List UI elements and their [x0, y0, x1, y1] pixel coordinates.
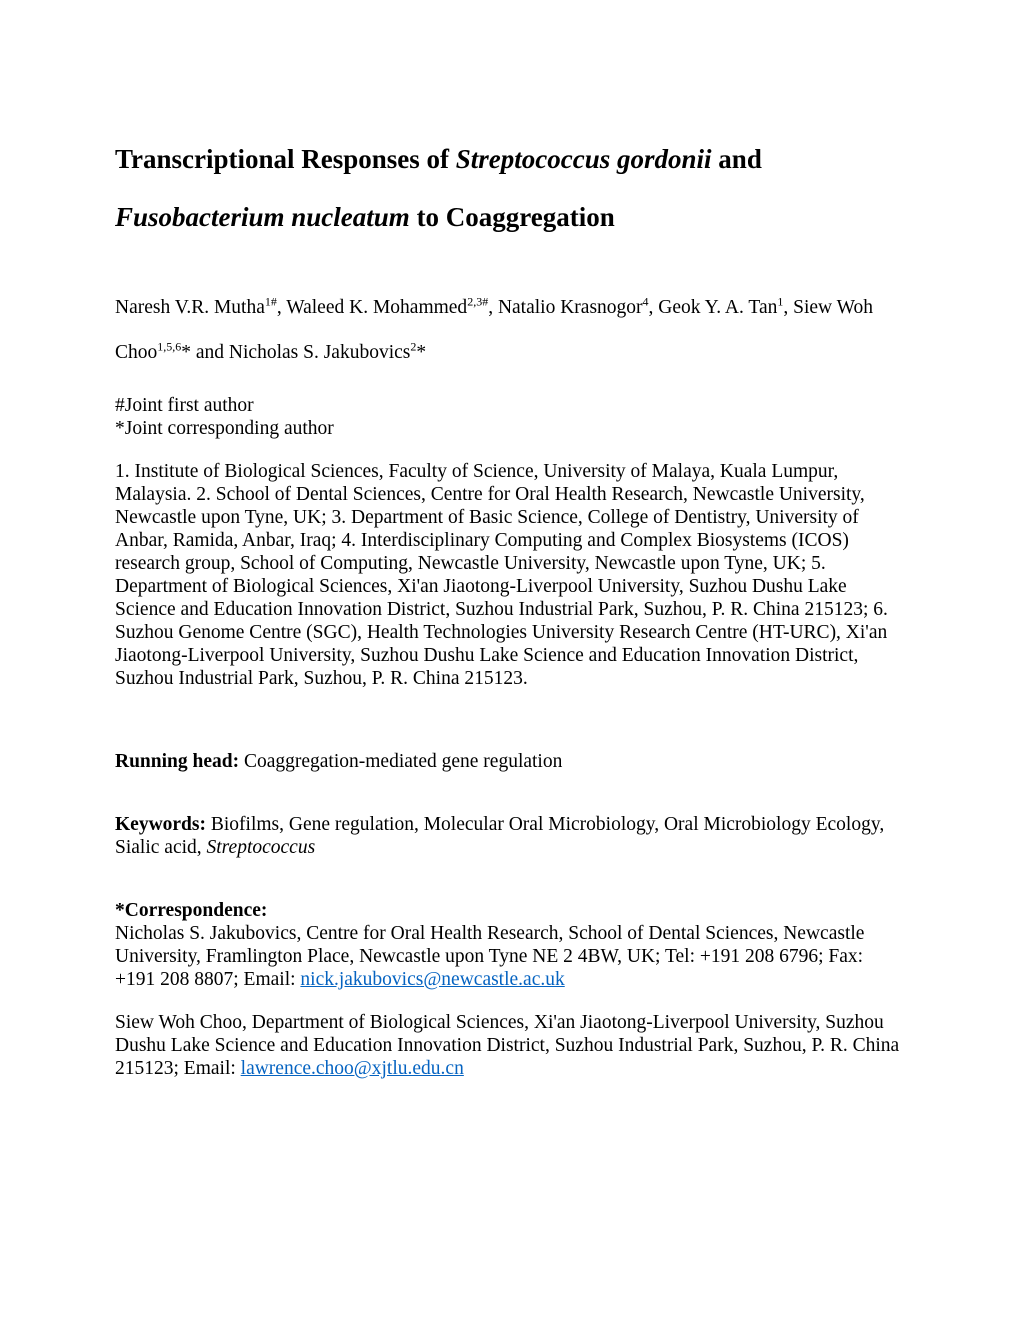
running-head-section: Running head: Coaggregation-mediated gen… [115, 750, 905, 773]
author-list: Naresh V.R. Mutha1#, Waleed K. Mohammed2… [115, 286, 905, 376]
title-species-2: Fusobacterium nucleatum [115, 202, 410, 232]
author-3-sup: 4 [643, 295, 649, 309]
keywords-italic: Streptococcus [207, 837, 316, 858]
running-head-label: Running head: [115, 751, 244, 772]
running-head-text: Coaggregation-mediated gene regulation [244, 751, 562, 772]
keywords-section: Keywords: Biofilms, Gene regulation, Mol… [115, 813, 905, 859]
correspondence-2-text: Siew Woh Choo, Department of Biological … [115, 1012, 899, 1079]
author-2-sup: 2,3# [467, 295, 488, 309]
author-1-name: Naresh V.R. Mutha [115, 297, 265, 318]
correspondence-2-section: Siew Woh Choo, Department of Biological … [115, 1011, 905, 1080]
author-1-sup: 1# [265, 295, 277, 309]
author-6-name: Nicholas S. Jakubovics [229, 342, 410, 363]
title-text-3: to Coaggregation [410, 202, 615, 232]
author-5-mark: * [181, 342, 191, 363]
correspondence-1-email[interactable]: nick.jakubovics@newcastle.ac.uk [300, 969, 564, 990]
correspondence-1: Nicholas S. Jakubovics, Centre for Oral … [115, 922, 905, 991]
correspondence-2-email[interactable]: lawrence.choo@xjtlu.edu.cn [241, 1058, 464, 1079]
title-species-1: Streptococcus gordonii [456, 144, 712, 174]
title-text-2: and [712, 144, 762, 174]
affiliations-block: 1. Institute of Biological Sciences, Fac… [115, 460, 905, 690]
author-2-name: Waleed K. Mohammed [286, 297, 467, 318]
author-3-name: Natalio Krasnogor [498, 297, 643, 318]
author-6-mark: * [416, 342, 426, 363]
author-4-sup: 1 [777, 295, 783, 309]
author-notes: #Joint first author *Joint corresponding… [115, 394, 905, 440]
correspondence-section: *Correspondence: Nicholas S. Jakubovics,… [115, 899, 905, 991]
correspondence-label: *Correspondence: [115, 899, 905, 922]
title-text-1: Transcriptional Responses of [115, 144, 456, 174]
author-conj: and [191, 342, 229, 363]
joint-first-note: #Joint first author [115, 394, 905, 417]
author-4-name: Geok Y. A. Tan [658, 297, 777, 318]
joint-corresponding-note: *Joint corresponding author [115, 417, 905, 440]
author-5-sup: 1,5,6 [157, 339, 181, 353]
keywords-label: Keywords: [115, 814, 211, 835]
paper-title: Transcriptional Responses of Streptococc… [115, 130, 905, 246]
page-container: Transcriptional Responses of Streptococc… [0, 0, 1020, 1180]
